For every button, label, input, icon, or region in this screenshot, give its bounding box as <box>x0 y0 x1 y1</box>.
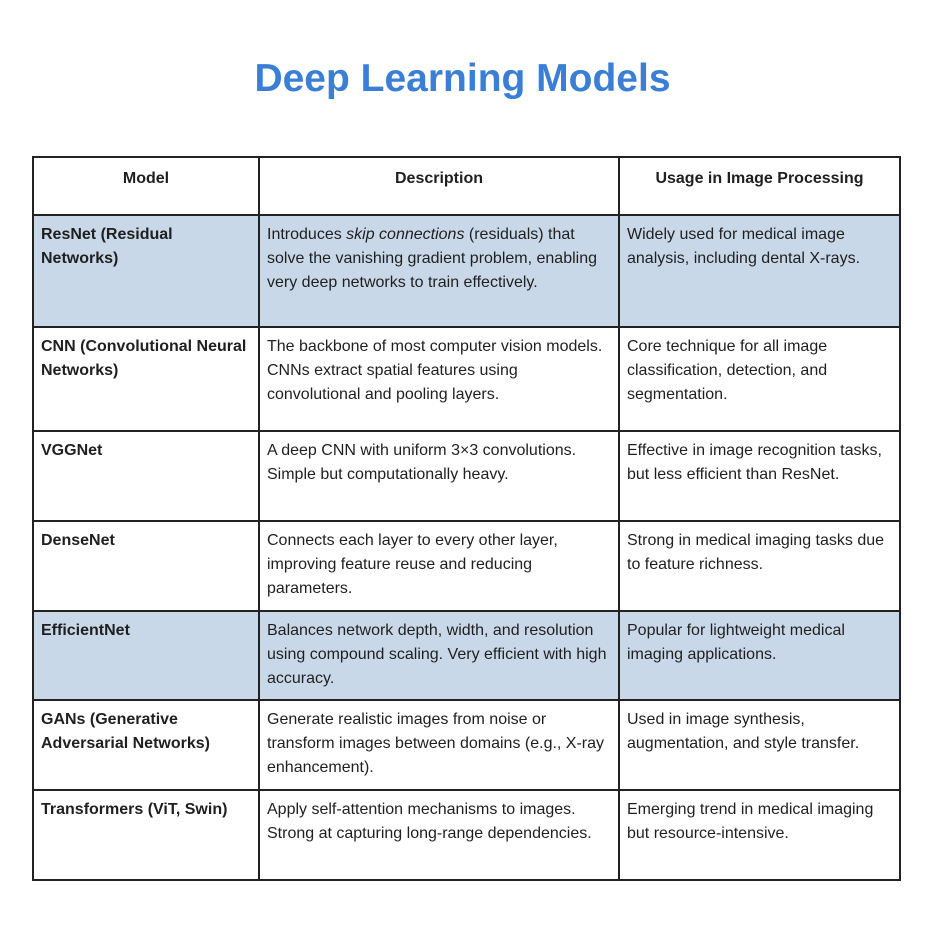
model-description: Apply self-attention mechanisms to image… <box>258 789 620 881</box>
model-name: EfficientNet <box>32 610 260 701</box>
header-description: Description <box>258 156 620 216</box>
table-row: DenseNet Connects each layer to every ot… <box>32 520 901 612</box>
table-row: CNN (Convolutional Neural Networks) The … <box>32 326 901 432</box>
description-text: (residuals) that solve the vanishing gra… <box>267 226 597 291</box>
model-description: Introduces skip connections (residuals) … <box>258 214 620 328</box>
table-row: GANs (Generative Adversarial Networks) G… <box>32 699 901 791</box>
model-description: Balances network depth, width, and resol… <box>258 610 620 701</box>
header-usage: Usage in Image Processing <box>618 156 901 216</box>
model-name: Transformers (ViT, Swin) <box>32 789 260 881</box>
model-usage: Used in image synthesis, augmentation, a… <box>618 699 901 791</box>
page-title: Deep Learning Models <box>254 57 671 100</box>
model-description: A deep CNN with uniform 3×3 convolutions… <box>258 430 620 522</box>
header-model: Model <box>32 156 260 216</box>
models-table: Model Description Usage in Image Process… <box>32 156 901 881</box>
model-usage: Popular for lightweight medical imaging … <box>618 610 901 701</box>
model-usage: Widely used for medical image analysis, … <box>618 214 901 328</box>
model-name: VGGNet <box>32 430 260 522</box>
table-header-row: Model Description Usage in Image Process… <box>32 156 901 216</box>
model-usage: Effective in image recognition tasks, bu… <box>618 430 901 522</box>
table-row: EfficientNet Balances network depth, wid… <box>32 610 901 701</box>
model-description: Generate realistic images from noise or … <box>258 699 620 791</box>
model-usage: Core technique for all image classificat… <box>618 326 901 432</box>
table-row: Transformers (ViT, Swin) Apply self-atte… <box>32 789 901 881</box>
table-row: ResNet (Residual Networks) Introduces sk… <box>32 214 901 328</box>
model-name: DenseNet <box>32 520 260 612</box>
model-usage: Emerging trend in medical imaging but re… <box>618 789 901 881</box>
model-description: Connects each layer to every other layer… <box>258 520 620 612</box>
model-name: GANs (Generative Adversarial Networks) <box>32 699 260 791</box>
model-name: CNN (Convolutional Neural Networks) <box>32 326 260 432</box>
model-usage: Strong in medical imaging tasks due to f… <box>618 520 901 612</box>
description-text: Introduces <box>267 226 347 243</box>
table-row: VGGNet A deep CNN with uniform 3×3 convo… <box>32 430 901 522</box>
model-name: ResNet (Residual Networks) <box>32 214 260 328</box>
model-description: The backbone of most computer vision mod… <box>258 326 620 432</box>
description-emphasis: skip connections <box>346 226 465 243</box>
